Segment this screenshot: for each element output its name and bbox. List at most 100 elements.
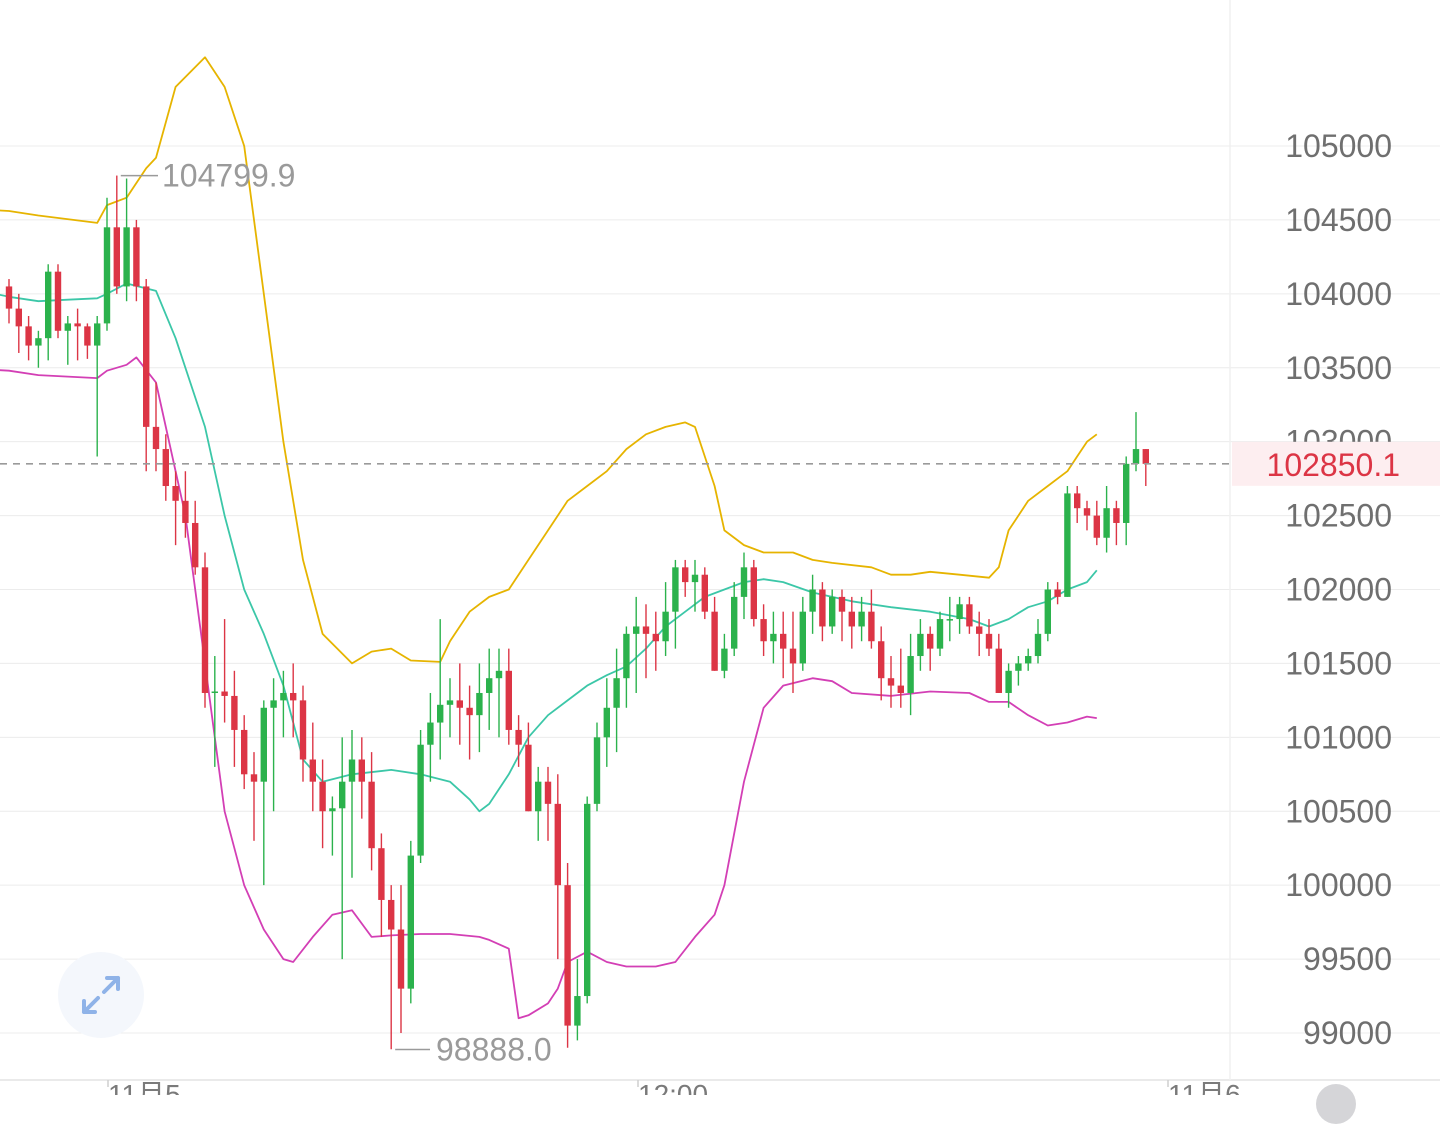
candle-body [917,633,924,657]
candle-body [691,574,699,583]
candle-body [417,744,424,856]
candle-body [397,929,405,989]
candle-down [182,471,189,538]
candle-down [162,434,169,501]
candle-body [103,227,111,324]
candle-up [858,596,865,642]
candle-down [711,596,718,671]
candle-body [152,426,160,450]
candle-down [397,885,405,1033]
candle-body [486,678,493,693]
candle-down [250,752,258,841]
candle-body [1025,656,1032,664]
candle-body [368,781,375,849]
min-price-label: 98888.0 [436,1032,552,1068]
candle-up [260,700,267,886]
candle-body [564,885,571,1026]
candle-body [162,449,169,487]
candle-up [270,678,277,812]
candle-body [378,848,385,900]
upper-band-line [0,56,1098,665]
candle-body [1054,589,1061,597]
current-price-indicator: 102850.1 [0,441,1440,486]
candle-up [486,648,493,730]
candle-up [437,619,444,760]
candle-body [329,808,336,812]
candle-body [64,323,71,331]
candle-body [623,633,630,679]
candle-down [388,885,395,1050]
candle-body [907,656,914,693]
candle-down [221,619,228,723]
candle-body [437,704,444,723]
candle-down [976,611,983,657]
candle-up [603,678,610,767]
candle-body [1005,670,1012,693]
candle-body [5,286,13,309]
candle-body [94,323,101,346]
candle-down [319,759,326,849]
candle-body [789,648,797,664]
y-tick-label: 99500 [1303,941,1392,977]
candle-body [946,619,953,621]
candle-up [917,619,924,671]
candle-body [554,803,561,886]
candle-up [613,648,620,753]
candle-down [515,715,522,767]
candle-body [339,781,346,809]
candle-body [290,692,297,701]
candle-up [623,626,630,708]
candle-body [838,596,846,612]
candle-body [701,574,708,612]
candle-up [495,648,503,738]
candle-up [1132,412,1140,472]
candle-body [809,589,816,612]
y-tick-label: 100500 [1285,793,1392,829]
candle-up [770,611,777,664]
candle-body [201,567,209,693]
candle-body [613,678,620,708]
candle-up [731,582,738,657]
candle-down [299,685,307,782]
candle-body [250,774,258,782]
y-axis: 1050001045001040001035001030001025001020… [1285,128,1392,1051]
candle-body [1113,508,1120,523]
candle-up [1015,656,1022,686]
middle-band-line [0,282,1098,813]
candle-body [260,707,267,782]
candle-down [15,293,22,353]
candle-down [466,685,473,760]
candle-down [241,715,248,790]
candle-down [113,175,120,294]
candle-down [1093,500,1100,546]
candle-down [760,604,767,657]
candle-body [358,759,365,782]
chart-canvas: 1050001045001040001035001030001025001020… [0,0,1440,1095]
candle-body [721,648,728,671]
candle-down [554,774,561,960]
candle-body [711,611,718,671]
candle-body [466,707,473,716]
candle-down [525,722,532,812]
scroll-indicator[interactable] [1316,1084,1356,1124]
bollinger-bands [0,56,1098,1020]
x-axis: 11月5 12:00 11月6 [108,1079,1241,1095]
candle-body [760,619,767,642]
candle-up [662,582,669,657]
candle-down [780,611,787,679]
candle-up [427,692,434,782]
candle-down [368,752,375,871]
max-price-label: 104799.9 [162,158,295,194]
expand-button[interactable] [58,952,144,1038]
candle-up [329,796,336,856]
candle-up [946,596,953,642]
candle-body [976,626,983,634]
candle-body [897,685,904,693]
candle-body [309,759,316,782]
candle-down [143,279,150,472]
candle-body [172,486,179,501]
candle-body [1064,493,1071,597]
candle-up [417,729,424,863]
candle-up [1005,663,1012,708]
candle-down [133,219,140,302]
